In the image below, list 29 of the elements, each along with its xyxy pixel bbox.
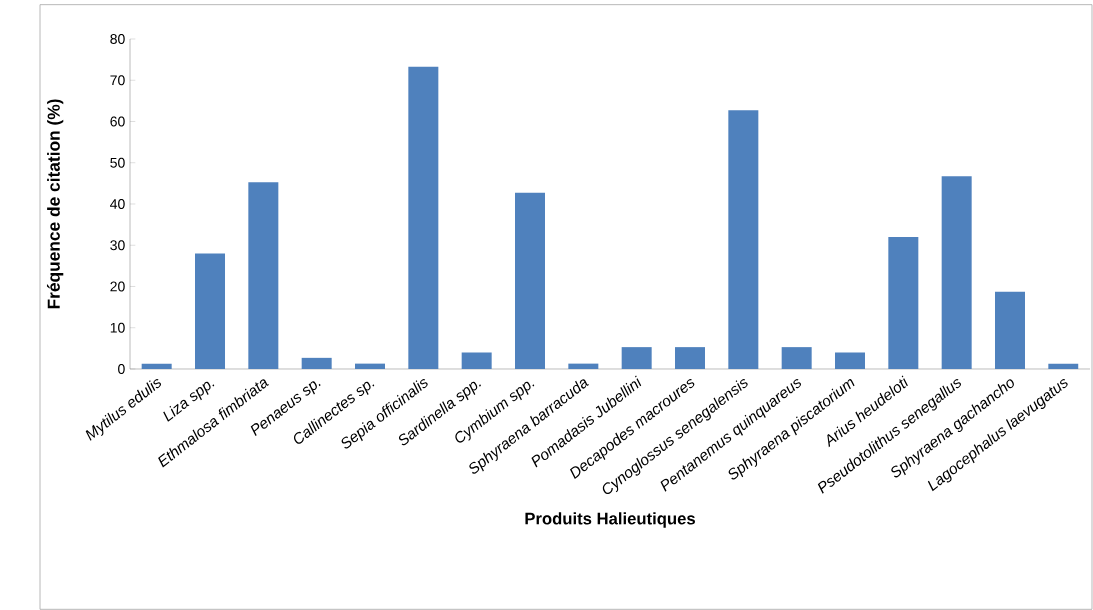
- y-tick-label: 40: [110, 199, 125, 209]
- bar: [301, 357, 332, 369]
- bar: [355, 363, 386, 369]
- y-tick-label: 30: [110, 240, 125, 251]
- y-tick-label: 60: [110, 116, 125, 127]
- bar: [195, 253, 226, 369]
- x-axis-title: Produits Halieutiques: [525, 512, 695, 528]
- bar: [461, 352, 492, 369]
- bar: [621, 347, 652, 369]
- bar: [1048, 363, 1079, 369]
- bar: [408, 66, 439, 369]
- bar: [515, 192, 545, 369]
- y-tick-label: 20: [110, 281, 125, 292]
- bar: [995, 291, 1025, 369]
- bar: [941, 176, 972, 369]
- y-tick-label: 50: [110, 157, 125, 168]
- y-tick-label: 70: [110, 75, 125, 86]
- bar: [248, 182, 279, 369]
- bar: [835, 352, 865, 369]
- bar: [675, 347, 705, 369]
- y-tick-label: 10: [110, 322, 125, 333]
- y-tick-label: 80: [110, 34, 125, 44]
- y-axis-title: Fréquence de citation (%): [46, 99, 64, 309]
- bar: [141, 363, 172, 369]
- bar: [781, 347, 812, 369]
- y-tick-label: 0: [118, 364, 125, 374]
- bar: [888, 236, 919, 369]
- bar: [728, 110, 759, 369]
- bar: [568, 363, 599, 369]
